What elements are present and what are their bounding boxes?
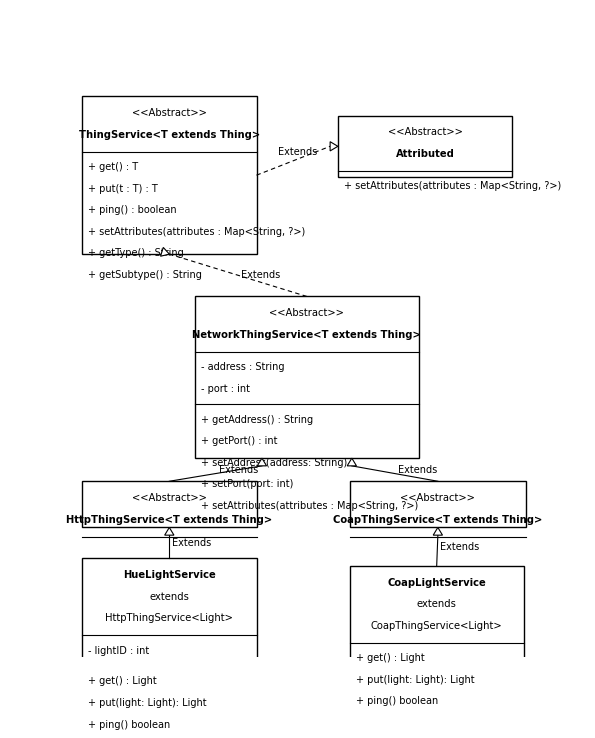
Polygon shape [330, 142, 338, 151]
Polygon shape [433, 528, 443, 535]
Text: HueLightService: HueLightService [123, 570, 216, 580]
Text: Extends: Extends [398, 465, 437, 475]
Text: + setAttributes(attributes : Map<String, ?>): + setAttributes(attributes : Map<String,… [344, 182, 561, 191]
Bar [195, 297, 419, 458]
Bar [338, 116, 512, 177]
Text: + getSubtype() : String: + getSubtype() : String [88, 270, 202, 280]
Text: Extends: Extends [277, 147, 317, 157]
Text: + setAttributes(attributes : Map<String, ?>): + setAttributes(attributes : Map<String,… [88, 227, 306, 237]
Polygon shape [165, 528, 174, 535]
Text: <<Abstract>>: <<Abstract>> [132, 108, 206, 118]
Text: + put(light: Light): Light: + put(light: Light): Light [88, 698, 207, 708]
Text: + setAddress(address: String): + setAddress(address: String) [201, 458, 347, 468]
Bar [82, 558, 256, 712]
Text: NetworkThingService<T extends Thing>: NetworkThingService<T extends Thing> [193, 330, 421, 340]
Text: extends: extends [149, 592, 189, 601]
Text: + setPort(port: int): + setPort(port: int) [201, 480, 293, 489]
Text: Extends: Extends [440, 542, 480, 552]
Text: ThingService<T extends Thing>: ThingService<T extends Thing> [79, 130, 260, 139]
Text: <<Abstract>>: <<Abstract>> [270, 308, 345, 318]
Polygon shape [347, 458, 356, 466]
Bar [349, 566, 524, 689]
Text: + getPort() : int: + getPort() : int [201, 436, 277, 446]
Text: + put(t : T) : T: + put(t : T) : T [88, 184, 158, 193]
Text: <<Abstract>>: <<Abstract>> [387, 128, 462, 137]
Text: <<Abstract>>: <<Abstract>> [132, 493, 206, 503]
Text: + get() : T: + get() : T [88, 162, 139, 172]
Text: <<Abstract>>: <<Abstract>> [400, 493, 475, 503]
Text: - address : String: - address : String [201, 362, 284, 372]
Text: + ping() boolean: + ping() boolean [356, 697, 438, 706]
Text: + ping() boolean: + ping() boolean [88, 720, 171, 730]
Text: + get() : Light: + get() : Light [356, 653, 424, 663]
Text: + get() : Light: + get() : Light [88, 677, 157, 686]
Bar [82, 481, 256, 528]
Text: + ping() : boolean: + ping() : boolean [88, 205, 177, 215]
Text: CoapLightService: CoapLightService [387, 578, 486, 588]
Text: CoapThingService<T extends Thing>: CoapThingService<T extends Thing> [333, 515, 543, 525]
Text: extends: extends [416, 599, 456, 610]
Polygon shape [257, 458, 267, 466]
Bar [349, 481, 526, 528]
Polygon shape [161, 247, 170, 256]
Text: HttpThingService<Light>: HttpThingService<Light> [105, 613, 233, 624]
Text: CoapThingService<Light>: CoapThingService<Light> [371, 621, 503, 631]
Text: + getAddress() : String: + getAddress() : String [201, 415, 313, 424]
Text: + put(light: Light): Light: + put(light: Light): Light [356, 675, 474, 685]
Text: Extends: Extends [241, 270, 280, 280]
Bar [82, 96, 256, 254]
Text: HttpThingService<T extends Thing>: HttpThingService<T extends Thing> [66, 515, 273, 525]
Text: + setAttributes(attributes : Map<String, ?>): + setAttributes(attributes : Map<String,… [201, 501, 418, 511]
Text: Extends: Extends [173, 538, 212, 548]
Text: - port : int: - port : int [201, 384, 250, 394]
Text: Attributed: Attributed [396, 149, 455, 159]
Text: - lightID : int: - lightID : int [88, 646, 149, 655]
Text: Extends: Extends [219, 465, 258, 475]
Text: + getType() : String: + getType() : String [88, 249, 184, 258]
